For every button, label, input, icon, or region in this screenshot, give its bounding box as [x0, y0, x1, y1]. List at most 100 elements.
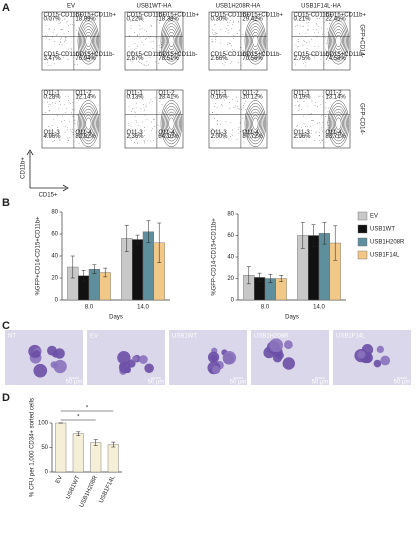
- micrograph-label: NT: [8, 334, 16, 340]
- event-dot: [59, 139, 61, 141]
- y-tick-label: 60: [227, 233, 234, 239]
- event-dot: [66, 142, 68, 143]
- event-dot: [57, 115, 58, 116]
- event-dot: [231, 44, 232, 46]
- y-axis-label: %GFP+CD14-CD15+CD11b+: [36, 216, 42, 296]
- event-dot: [301, 126, 302, 128]
- event-dot: [67, 59, 69, 61]
- event-dot: [64, 41, 65, 42]
- gate-name: Q11-2: [325, 91, 342, 97]
- event-dot: [314, 31, 315, 33]
- event-dot: [53, 29, 55, 30]
- event-dot: [154, 126, 156, 127]
- event-dot: [136, 102, 138, 104]
- event-dot: [233, 20, 234, 22]
- error-bar: [257, 272, 262, 282]
- y-tick-label: 0: [231, 298, 235, 304]
- event-dot: [142, 21, 144, 22]
- contour: [247, 106, 264, 142]
- contour: [332, 111, 344, 136]
- legend-swatch: [357, 224, 368, 234]
- gate-percent: 22.45%: [325, 17, 346, 23]
- event-dot: [222, 56, 224, 58]
- event-dot: [159, 101, 161, 102]
- event-dot: [310, 132, 312, 134]
- contour: [249, 29, 261, 53]
- event-dot: [245, 109, 247, 111]
- event-dot: [141, 19, 142, 20]
- event-dot: [305, 132, 307, 134]
- event-dot: [58, 22, 60, 24]
- event-dot: [307, 24, 309, 26]
- event-dot: [325, 116, 326, 117]
- event-dot: [55, 34, 57, 36]
- y-tick-label: 20: [51, 276, 58, 282]
- event-dot: [214, 131, 216, 132]
- y-tick-label: 60: [51, 232, 58, 238]
- event-dot: [214, 24, 216, 26]
- event-dot: [244, 102, 246, 104]
- x-tick-label: EV: [55, 475, 64, 485]
- error-bar: [81, 270, 86, 282]
- event-dot: [137, 125, 139, 127]
- gate-name: CD15-CD11b+: [211, 13, 251, 19]
- event-dot: [234, 105, 236, 107]
- event-dot: [243, 105, 244, 106]
- event-dot: [153, 140, 154, 142]
- event-dot: [304, 126, 306, 128]
- micrograph: [5, 330, 83, 385]
- contour: [334, 114, 343, 133]
- event-dot: [142, 121, 143, 123]
- event-dot: [315, 132, 316, 134]
- event-dot: [316, 36, 318, 38]
- gate-name: Q11-1: [44, 91, 61, 97]
- event-dot: [60, 38, 62, 40]
- event-dot: [54, 55, 56, 56]
- event-dot: [212, 55, 213, 57]
- panel-letter: A: [2, 2, 10, 14]
- event-dot: [155, 61, 156, 63]
- event-dot: [48, 38, 50, 40]
- event-dot: [61, 28, 63, 30]
- event-dot: [144, 109, 145, 111]
- gate-name: CD15+CD11b-: [242, 52, 281, 58]
- error-bar: [92, 264, 97, 274]
- event-dot: [45, 25, 47, 26]
- event-dot: [220, 124, 222, 125]
- micrograph-label: USB1WT: [172, 334, 197, 340]
- event-dot: [53, 63, 55, 65]
- event-dot: [306, 126, 308, 127]
- event-dot: [320, 103, 322, 105]
- event-dot: [150, 36, 152, 38]
- event-dot: [144, 127, 145, 128]
- event-dot: [158, 22, 160, 24]
- event-dot: [212, 41, 214, 43]
- gate-percent: 13.41%: [158, 95, 179, 101]
- event-dot: [326, 121, 328, 123]
- event-dot: [48, 104, 50, 105]
- event-dot: [299, 25, 301, 27]
- micrograph-label: USB1F14L: [336, 334, 366, 340]
- event-dot: [149, 102, 150, 104]
- y-tick-label: 0: [55, 298, 59, 304]
- event-dot: [151, 121, 152, 123]
- event-dot: [132, 52, 134, 54]
- gate-name: CD15-CD11b+: [127, 13, 167, 19]
- legend-swatch: [357, 211, 368, 221]
- event-dot: [214, 34, 216, 36]
- event-dot: [49, 54, 51, 56]
- event-dot: [304, 41, 305, 42]
- event-dot: [322, 130, 324, 132]
- event-dot: [322, 53, 324, 55]
- event-dot: [242, 49, 244, 51]
- event-dot: [64, 131, 66, 133]
- event-dot: [54, 103, 56, 104]
- gate-percent: 12.14%: [75, 95, 96, 101]
- event-dot: [54, 140, 55, 142]
- event-dot: [328, 55, 329, 57]
- event-dot: [65, 38, 66, 40]
- event-dot: [244, 132, 245, 133]
- gate-name: Q11-3: [44, 130, 61, 136]
- event-dot: [63, 57, 65, 59]
- event-dot: [44, 53, 46, 55]
